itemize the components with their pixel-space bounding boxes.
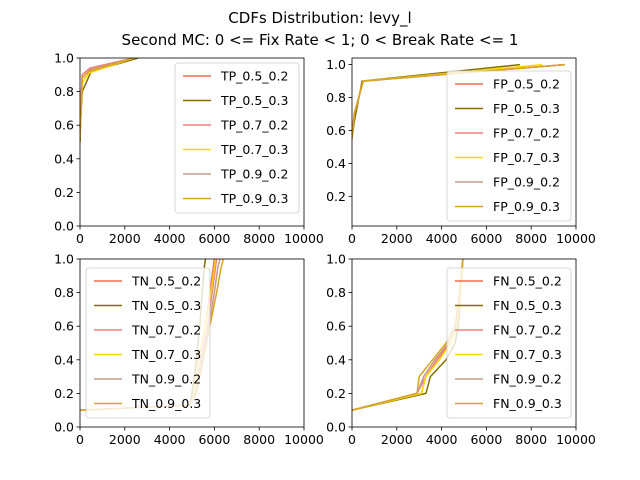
x-tick-label: 0 xyxy=(348,432,356,447)
y-tick-label: 0.2 xyxy=(326,386,346,401)
x-tick-label: 0 xyxy=(76,231,84,246)
legend: FN_0.5_0.2 FN_0.5_0.3 FN_0.7_0.2 FN_0.7_0.3… xyxy=(446,267,572,419)
legend-label: FN_0.5_0.2 xyxy=(493,274,562,289)
figure-title-line1: CDFs Distribution: levy_l xyxy=(228,9,411,28)
x-tick-label: 4000 xyxy=(426,231,458,246)
y-tick-label: 0.2 xyxy=(54,386,74,401)
figure-title-line2: Second MC: 0 <= Fix Rate < 1; 0 < Break … xyxy=(122,31,519,49)
x-tick-label: 2000 xyxy=(109,432,141,447)
chart-bottom-left: 0 2000 4000 6000 8000 10000 0.0 0.2 0.4 0.6 0.8 1.0… xyxy=(54,252,324,448)
y-tick-label: 0.4 xyxy=(54,352,74,367)
y-tick-label: 0.8 xyxy=(54,84,74,99)
x-tick-label: 2000 xyxy=(381,432,413,447)
legend-label: TN_0.9_0.3 xyxy=(131,396,201,411)
y-tick-label: 0.4 xyxy=(54,151,74,166)
y-tick-label: 1.0 xyxy=(54,51,74,66)
axes-frame xyxy=(79,258,305,428)
series-line xyxy=(352,259,464,411)
axes-frame xyxy=(79,57,305,227)
series-line xyxy=(352,259,464,411)
y-tick-label: 0.6 xyxy=(54,118,74,133)
series-lines xyxy=(352,259,464,411)
legend-label: FP_0.9_0.3 xyxy=(493,199,560,214)
legend: FP_0.5_0.2 FP_0.5_0.3 FP_0.7_0.2 FP_0.7_0.3… xyxy=(446,70,572,222)
x-tick-label: 8000 xyxy=(515,432,547,447)
legend-label: FP_0.7_0.2 xyxy=(493,126,560,141)
y-tick-label: 1.0 xyxy=(326,57,346,72)
legend-label: TP_0.9_0.2 xyxy=(220,167,288,182)
x-tick-label: 10000 xyxy=(556,432,596,447)
y-tick-label: 0.6 xyxy=(326,319,346,334)
x-tick-label: 4000 xyxy=(154,432,186,447)
x-tick-label: 8000 xyxy=(243,432,275,447)
x-tick-label: 10000 xyxy=(284,231,324,246)
chart-top-right: 0 2000 4000 6000 8000 10000 0.2 0.4 0.6 0.8 1.0 FP_… xyxy=(326,57,596,246)
x-tick-label: 8000 xyxy=(243,231,275,246)
y-tick-label: 1.0 xyxy=(54,252,74,267)
x-tick-label: 6000 xyxy=(198,231,230,246)
y-tick-label: 0.0 xyxy=(54,219,74,234)
y-tick-label: 0.0 xyxy=(54,420,74,435)
y-tick-label: 0.0 xyxy=(326,420,346,435)
y-tick-label: 0.2 xyxy=(326,189,346,204)
series-line xyxy=(352,259,464,411)
chart-top-left: 0 2000 4000 6000 8000 10000 0.0 0.2 0.4 0.6 0.8 1.0… xyxy=(54,51,324,247)
x-tick-label: 0 xyxy=(76,432,84,447)
y-tick-label: 0.8 xyxy=(326,285,346,300)
series-lines xyxy=(80,58,139,143)
legend-label: FN_0.9_0.3 xyxy=(493,396,562,411)
legend-label: FP_0.9_0.2 xyxy=(493,175,560,190)
x-tick-label: 4000 xyxy=(426,432,458,447)
legend: TP_0.5_0.2 TP_0.5_0.3 TP_0.7_0.2 TP_0.7_0.3… xyxy=(174,62,300,214)
legend-label: TN_0.5_0.3 xyxy=(131,298,201,313)
x-tick-label: 6000 xyxy=(470,231,502,246)
series-line xyxy=(352,259,464,411)
x-tick-label: 4000 xyxy=(154,231,186,246)
x-tick-label: 0 xyxy=(348,231,356,246)
legend-label: TP_0.9_0.3 xyxy=(220,191,288,206)
legend-label: FP_0.7_0.3 xyxy=(493,150,560,165)
x-tick-label: 6000 xyxy=(198,432,230,447)
x-tick-label: 2000 xyxy=(109,231,141,246)
legend-label: FN_0.5_0.3 xyxy=(493,298,562,313)
axes-frame xyxy=(351,258,577,428)
series-line xyxy=(352,259,464,411)
y-tick-label: 0.8 xyxy=(54,285,74,300)
x-tick-label: 2000 xyxy=(381,231,413,246)
legend-label: TP_0.7_0.2 xyxy=(220,118,288,133)
legend-label: TN_0.9_0.2 xyxy=(131,372,201,387)
legend-label: TN_0.7_0.3 xyxy=(131,347,201,362)
legend-label: FN_0.7_0.3 xyxy=(493,347,562,362)
legend-label: TP_0.5_0.3 xyxy=(220,93,288,108)
y-tick-label: 0.6 xyxy=(326,123,346,138)
legend-label: FN_0.9_0.2 xyxy=(493,372,562,387)
x-tick-label: 6000 xyxy=(470,432,502,447)
y-tick-label: 0.8 xyxy=(326,90,346,105)
axes-frame xyxy=(351,57,577,227)
x-tick-label: 10000 xyxy=(284,432,324,447)
legend: TN_0.5_0.2 TN_0.5_0.3 TN_0.7_0.2 TN_0.7_0.3… xyxy=(85,267,211,419)
legend-label: FP_0.5_0.3 xyxy=(493,101,560,116)
y-tick-label: 0.4 xyxy=(326,352,346,367)
y-tick-label: 0.6 xyxy=(54,319,74,334)
legend-label: TP_0.5_0.2 xyxy=(220,69,288,84)
x-tick-label: 10000 xyxy=(556,231,596,246)
chart-bottom-right: 0 2000 4000 6000 8000 10000 0.0 0.2 0.4 0.6 0.8 1.0… xyxy=(326,252,596,448)
legend-label: FP_0.5_0.2 xyxy=(493,77,560,92)
legend-label: FN_0.7_0.2 xyxy=(493,323,562,338)
chart-panels: 0 2000 4000 6000 8000 100000.00.20.40.60.81.0… xyxy=(54,51,596,448)
series-line xyxy=(352,259,464,411)
y-tick-label: 1.0 xyxy=(326,252,346,267)
series-line xyxy=(80,58,134,134)
y-tick-label: 0.2 xyxy=(54,185,74,200)
legend-label: TN_0.5_0.2 xyxy=(131,274,201,289)
x-tick-label: 8000 xyxy=(515,231,547,246)
legend-label: TN_0.7_0.2 xyxy=(131,323,201,338)
y-tick-label: 0.4 xyxy=(326,156,346,171)
legend-label: TP_0.7_0.3 xyxy=(220,142,288,157)
